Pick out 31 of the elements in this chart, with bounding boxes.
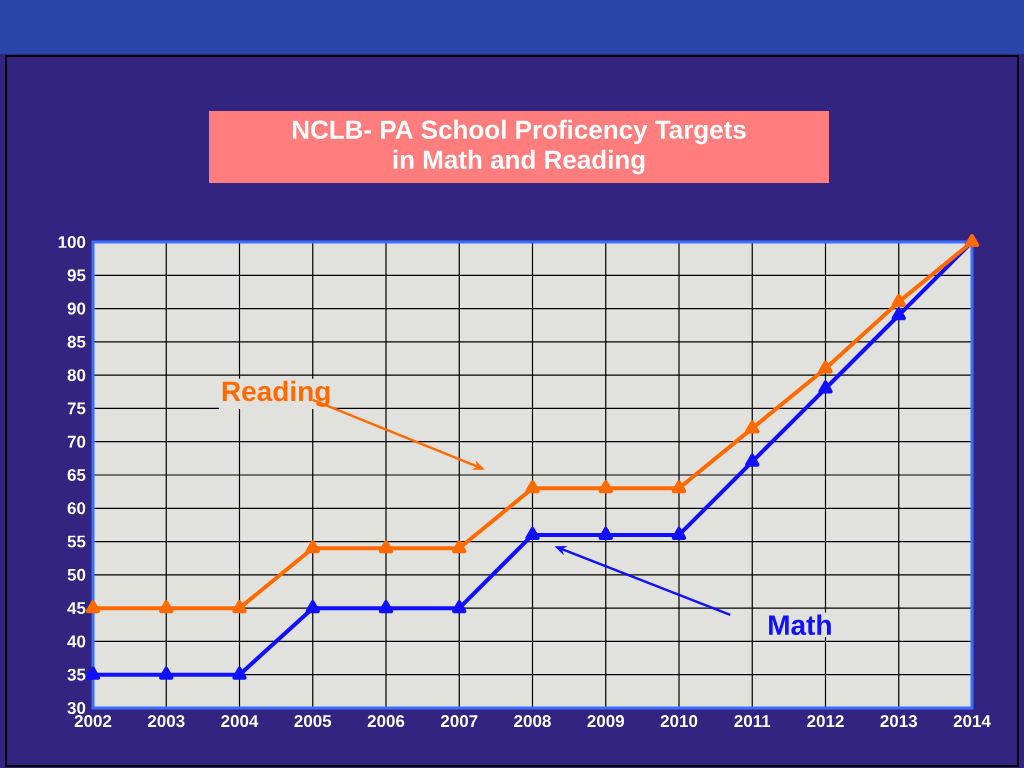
- y-tick-label: 80: [67, 369, 86, 382]
- x-tick-label: 2014: [953, 715, 991, 728]
- y-tick-label: 50: [67, 568, 86, 581]
- y-tick-label: 75: [67, 402, 86, 415]
- x-tick-label: 2009: [587, 715, 625, 728]
- y-tick-label: 65: [67, 469, 86, 482]
- x-tick-label: 2013: [880, 715, 918, 728]
- x-tick-label: 2005: [294, 715, 332, 728]
- y-tick-label: 40: [67, 635, 86, 648]
- x-tick-label: 2003: [147, 715, 185, 728]
- y-tick-label: 85: [67, 335, 86, 348]
- text: Math: [769, 614, 831, 636]
- x-tick-label: 2004: [221, 715, 259, 728]
- y-tick-label: 100: [58, 236, 86, 249]
- y-tick-label: 55: [67, 535, 86, 548]
- x-tick-label: 2008: [514, 715, 551, 728]
- y-tick-label: 70: [67, 435, 86, 448]
- x-tick-label: 2010: [660, 715, 698, 728]
- x-tick-label: 2012: [807, 715, 844, 728]
- chart-title: NCLB- PA School Proficency Targets in Math and Reading: [292, 119, 746, 175]
- y-tick-label: 90: [67, 302, 86, 315]
- x-tick-label: 2006: [367, 715, 405, 728]
- x-tick-label: 2002: [74, 715, 112, 728]
- x-tick-label: 2011: [734, 715, 771, 728]
- y-tick-label: 60: [67, 502, 86, 515]
- x-tick-label: 2007: [440, 715, 478, 728]
- text: Reading: [222, 380, 330, 407]
- y-tick-label: 35: [67, 668, 86, 681]
- y-tick-label: 45: [67, 602, 86, 615]
- y-tick-label: 30: [67, 701, 86, 715]
- y-tick-label: 95: [67, 269, 86, 282]
